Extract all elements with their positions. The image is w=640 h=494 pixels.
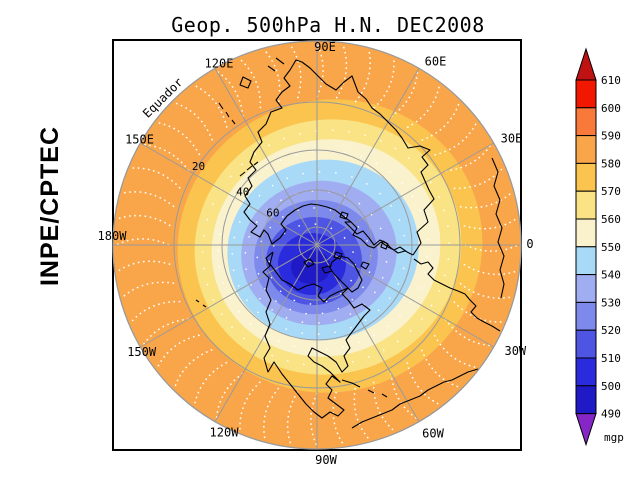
colorbar-tick-label: 610 bbox=[601, 74, 621, 87]
meridian-label: 30E bbox=[501, 132, 523, 146]
meridian-line bbox=[316, 244, 494, 348]
coastline-path bbox=[267, 57, 285, 72]
meridian-line bbox=[140, 142, 318, 246]
meridian-label: 150W bbox=[127, 345, 157, 359]
geopotential-band bbox=[291, 250, 331, 284]
colorbar-segment bbox=[575, 329, 597, 359]
colorbar-tick-label: 560 bbox=[601, 213, 621, 226]
colorbar-over-arrow bbox=[575, 47, 597, 81]
meridian-line bbox=[316, 68, 420, 246]
coastline-path bbox=[413, 258, 501, 332]
colorbar-tick-label: 500 bbox=[601, 380, 621, 393]
colorbar: 610 600 590 580 570 560 550 540 530 520 510 500 490 bbox=[575, 47, 621, 447]
coastline-path bbox=[195, 299, 207, 308]
contour-dot-ring bbox=[268, 223, 356, 305]
contour-dot-ring bbox=[217, 149, 429, 351]
coastline-path bbox=[243, 59, 435, 256]
coastline-path bbox=[303, 258, 315, 268]
equator-circle bbox=[112, 40, 522, 450]
colorbar-tick-label: 540 bbox=[601, 269, 621, 282]
colorbar-segment bbox=[575, 274, 597, 303]
coastline-path bbox=[321, 265, 333, 274]
coastlines bbox=[195, 57, 505, 429]
coastline-path bbox=[339, 211, 349, 220]
meridian-label: 150E bbox=[125, 133, 154, 147]
colorbar-tick-label: 590 bbox=[601, 130, 621, 143]
colorbar-tick-label: 490 bbox=[601, 408, 621, 421]
coastline-path bbox=[360, 261, 370, 270]
coastline-path bbox=[239, 161, 259, 177]
colorbar-segment bbox=[575, 301, 597, 331]
coastline-path bbox=[329, 255, 363, 293]
colorbar-segment bbox=[575, 190, 597, 220]
meridian-label: 120W bbox=[210, 425, 240, 439]
coastline-path bbox=[262, 251, 371, 419]
colorbar-units-label: mgp bbox=[604, 431, 624, 444]
meridian-label: 90E bbox=[314, 40, 336, 54]
contour-dot-ring bbox=[201, 129, 451, 367]
coastline-path bbox=[239, 76, 252, 89]
meridian-label: 180W bbox=[98, 229, 128, 243]
colorbar-segment bbox=[575, 385, 597, 415]
colorbar-segment bbox=[575, 218, 597, 248]
geopotential-field bbox=[113, 41, 521, 449]
colorbar-under-arrow bbox=[575, 413, 597, 447]
latitude-labels: 20 40 60 bbox=[192, 160, 280, 220]
latitude-label: 40 bbox=[236, 186, 249, 199]
coastline-path bbox=[491, 157, 505, 299]
meridian-line bbox=[316, 142, 494, 246]
agency-label: INPE/CPTEC bbox=[36, 126, 64, 286]
meridian-label: 90W bbox=[315, 453, 337, 467]
meridian-label: 60E bbox=[425, 55, 447, 69]
colorbar-tick-label: 570 bbox=[601, 185, 621, 198]
colorbar-tick-label: 600 bbox=[601, 102, 621, 115]
meridian-label: 30W bbox=[504, 344, 526, 358]
colorbar-tick-label: 580 bbox=[601, 157, 621, 170]
contour-dot-ring bbox=[231, 171, 407, 335]
coastline-path bbox=[380, 240, 389, 250]
colorbar-tick-label: 550 bbox=[601, 241, 621, 254]
latitude-label: 60 bbox=[266, 207, 279, 220]
colorbar-segment bbox=[575, 162, 597, 192]
colorbar-segment bbox=[575, 79, 597, 109]
meridian-label: 60W bbox=[422, 426, 444, 440]
chart-title: Geop. 500hPa H.N. DEC2008 bbox=[171, 13, 485, 37]
colorbar-segment bbox=[575, 246, 597, 276]
colorbar-tick-label: 520 bbox=[601, 324, 621, 337]
latitude-label: 20 bbox=[192, 160, 205, 173]
colorbar-segment bbox=[575, 107, 597, 137]
coastline-path bbox=[341, 379, 388, 398]
colorbar-segment bbox=[575, 135, 597, 164]
colorbar-tick-label: 530 bbox=[601, 296, 621, 309]
meridian-line bbox=[214, 68, 318, 246]
colorbar-segment bbox=[575, 357, 597, 387]
colorbar-tick-label: 510 bbox=[601, 352, 621, 365]
coastline-path bbox=[351, 368, 479, 429]
meridian-label: 120E bbox=[205, 56, 234, 70]
meridian-label: 0 bbox=[526, 237, 533, 251]
coastline-path bbox=[218, 102, 236, 125]
meridian-line bbox=[140, 244, 318, 348]
meridian-labels: 90E 120E 150E 180W 150W 120W 90W 60W 30W 0 30E 60E bbox=[98, 40, 534, 467]
coastline-path bbox=[333, 251, 343, 260]
